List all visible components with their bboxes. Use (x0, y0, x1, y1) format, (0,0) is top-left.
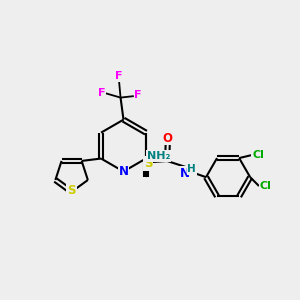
Text: S: S (68, 184, 76, 197)
Text: Cl: Cl (260, 181, 272, 191)
Text: F: F (98, 88, 106, 98)
Text: Cl: Cl (252, 150, 264, 160)
Text: O: O (163, 131, 173, 145)
Text: NH₂: NH₂ (147, 152, 170, 161)
Text: N: N (118, 165, 128, 178)
Text: S: S (144, 157, 152, 170)
Text: F: F (134, 90, 142, 100)
Text: H: H (188, 164, 196, 174)
Text: N: N (180, 167, 190, 180)
Text: F: F (115, 71, 123, 81)
